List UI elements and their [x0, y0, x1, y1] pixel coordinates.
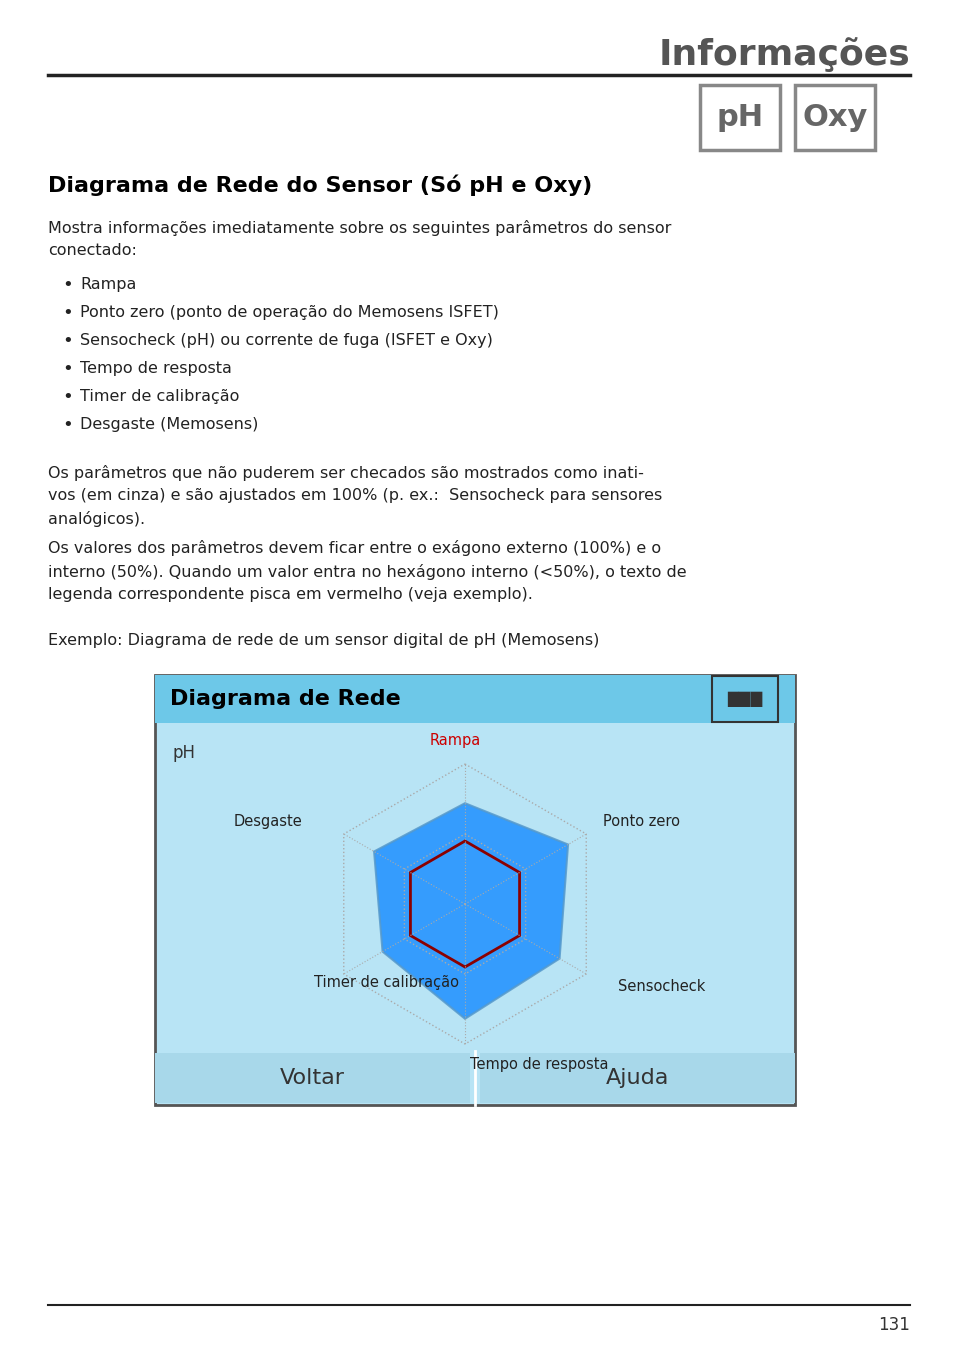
- Text: •: •: [62, 332, 72, 350]
- Text: Rampa: Rampa: [429, 733, 480, 749]
- Text: Informações: Informações: [658, 38, 909, 73]
- Text: •: •: [62, 276, 72, 295]
- Text: Rampa: Rampa: [80, 277, 136, 292]
- FancyBboxPatch shape: [700, 85, 780, 151]
- FancyBboxPatch shape: [154, 675, 794, 1106]
- Text: Diagrama de Rede: Diagrama de Rede: [170, 689, 400, 709]
- FancyBboxPatch shape: [154, 675, 794, 724]
- FancyBboxPatch shape: [154, 1053, 470, 1103]
- Text: pH: pH: [716, 104, 762, 132]
- Text: pH: pH: [172, 744, 195, 763]
- Text: Diagrama de Rede do Sensor (Só pH e Oxy): Diagrama de Rede do Sensor (Só pH e Oxy): [48, 175, 592, 196]
- Text: Voltar: Voltar: [280, 1068, 345, 1088]
- FancyBboxPatch shape: [479, 1053, 794, 1103]
- Text: Exemplo: Diagrama de rede de um sensor digital de pH (Memosens): Exemplo: Diagrama de rede de um sensor d…: [48, 632, 598, 647]
- Text: Os valores dos parâmetros devem ficar entre o exágono externo (100%) e o
interno: Os valores dos parâmetros devem ficar en…: [48, 539, 686, 603]
- Text: Ajuda: Ajuda: [605, 1068, 668, 1088]
- Text: Desgaste: Desgaste: [233, 814, 302, 829]
- Polygon shape: [374, 803, 567, 1018]
- Text: Mostra informações imediatamente sobre os seguintes parâmetros do sensor
conecta: Mostra informações imediatamente sobre o…: [48, 221, 671, 258]
- Text: Sensocheck (pH) ou corrente de fuga (ISFET e Oxy): Sensocheck (pH) ou corrente de fuga (ISF…: [80, 334, 493, 348]
- Text: Os parâmetros que não puderem ser checados são mostrados como inati-
vos (em cin: Os parâmetros que não puderem ser checad…: [48, 465, 661, 527]
- Text: Sensocheck: Sensocheck: [618, 979, 704, 994]
- Text: Desgaste (Memosens): Desgaste (Memosens): [80, 417, 258, 433]
- Text: Ponto zero: Ponto zero: [602, 814, 679, 829]
- Text: Oxy: Oxy: [801, 104, 867, 132]
- Text: •: •: [62, 387, 72, 406]
- Text: Tempo de resposta: Tempo de resposta: [80, 362, 232, 377]
- Text: Timer de calibração: Timer de calibração: [80, 390, 239, 405]
- Text: Timer de calibração: Timer de calibração: [314, 975, 458, 990]
- Text: 131: 131: [877, 1315, 909, 1334]
- Text: •: •: [62, 416, 72, 434]
- Text: ███: ███: [726, 691, 761, 706]
- Text: •: •: [62, 360, 72, 378]
- Text: Tempo de resposta: Tempo de resposta: [470, 1057, 608, 1072]
- FancyBboxPatch shape: [794, 85, 874, 151]
- Text: Ponto zero (ponto de operação do Memosens ISFET): Ponto zero (ponto de operação do Memosen…: [80, 305, 498, 320]
- Text: •: •: [62, 304, 72, 321]
